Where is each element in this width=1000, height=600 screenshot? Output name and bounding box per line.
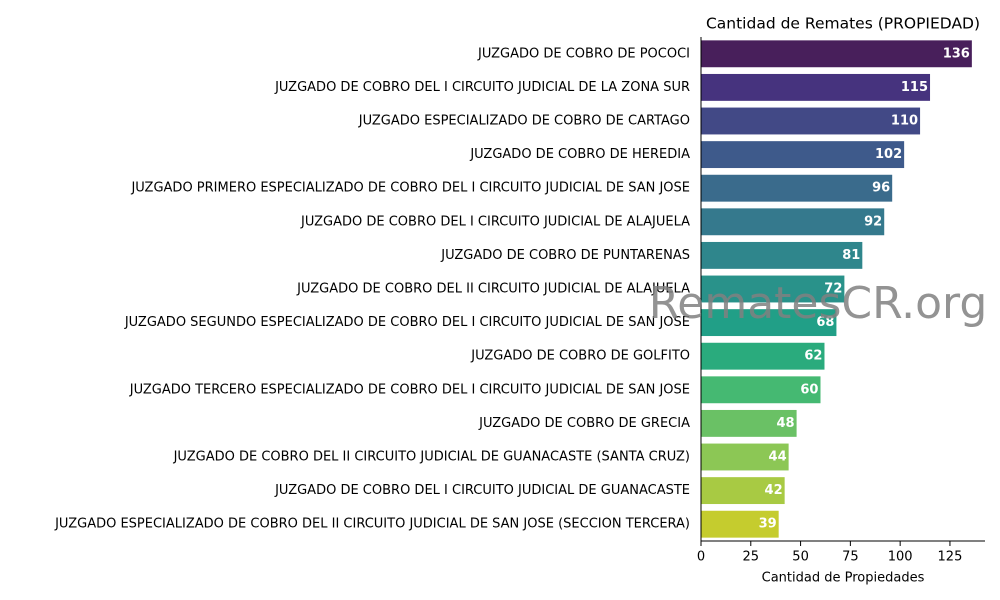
bar (701, 208, 885, 236)
value-label: 42 (765, 483, 783, 498)
value-label: 68 (816, 315, 834, 330)
category-label: JUZGADO DE COBRO DE GOLFITO (470, 349, 690, 364)
category-label: JUZGADO DE COBRO DE PUNTARENAS (440, 248, 690, 263)
category-label: JUZGADO DE COBRO DE GRECIA (478, 416, 690, 431)
bar (701, 241, 863, 269)
bar (701, 40, 972, 68)
watermark: RematesCR.org (649, 278, 988, 329)
bar (701, 510, 779, 538)
category-label: JUZGADO DE COBRO DEL II CIRCUITO JUDICIA… (173, 450, 690, 465)
value-label: 102 (875, 147, 902, 162)
bar (701, 443, 789, 471)
x-tick-label: 125 (938, 550, 963, 565)
value-label: 115 (901, 80, 928, 95)
value-label: 72 (824, 282, 842, 297)
value-label: 39 (759, 517, 777, 532)
value-label: 92 (864, 214, 882, 229)
bar (701, 342, 825, 370)
category-label: JUZGADO PRIMERO ESPECIALIZADO DE COBRO D… (130, 181, 690, 196)
x-tick-label: 50 (792, 550, 809, 565)
bar (701, 141, 905, 169)
bar (701, 174, 893, 202)
category-label: JUZGADO DE COBRO DEL I CIRCUITO JUDICIAL… (300, 214, 690, 229)
bar (701, 409, 797, 437)
bar (701, 107, 921, 135)
bar (701, 309, 837, 337)
category-label: JUZGADO DE COBRO DEL I CIRCUITO JUDICIAL… (274, 80, 690, 95)
category-label: JUZGADO TERCERO ESPECIALIZADO DE COBRO D… (129, 382, 690, 397)
x-tick-label: 0 (697, 550, 705, 565)
bar (701, 275, 845, 303)
category-label: JUZGADO DE COBRO DEL II CIRCUITO JUDICIA… (296, 282, 690, 297)
category-label: JUZGADO SEGUNDO ESPECIALIZADO DE COBRO D… (124, 315, 690, 330)
x-tick-label: 75 (842, 550, 859, 565)
chart-title: Cantidad de Remates (PROPIEDAD) (706, 15, 980, 33)
category-label: JUZGADO ESPECIALIZADO DE COBRO DE CARTAG… (358, 114, 690, 129)
category-label: JUZGADO ESPECIALIZADO DE COBRO DEL II CI… (54, 517, 690, 532)
value-label: 44 (769, 450, 787, 465)
value-label: 48 (777, 416, 795, 431)
value-label: 136 (943, 46, 970, 61)
x-tick-label: 25 (743, 550, 760, 565)
category-label: JUZGADO DE COBRO DE HEREDIA (469, 147, 690, 162)
value-label: 110 (891, 114, 918, 129)
category-label: JUZGADO DE COBRO DE POCOCI (477, 46, 690, 61)
value-label: 81 (842, 248, 860, 263)
bar (701, 376, 821, 404)
bar (701, 73, 931, 101)
value-label: 60 (800, 382, 818, 397)
x-axis-label: Cantidad de Propiedades (762, 571, 925, 586)
x-tick-label: 100 (888, 550, 913, 565)
category-label: JUZGADO DE COBRO DEL I CIRCUITO JUDICIAL… (274, 483, 690, 498)
value-label: 62 (804, 349, 822, 364)
value-label: 96 (872, 181, 890, 196)
bar (701, 477, 785, 505)
